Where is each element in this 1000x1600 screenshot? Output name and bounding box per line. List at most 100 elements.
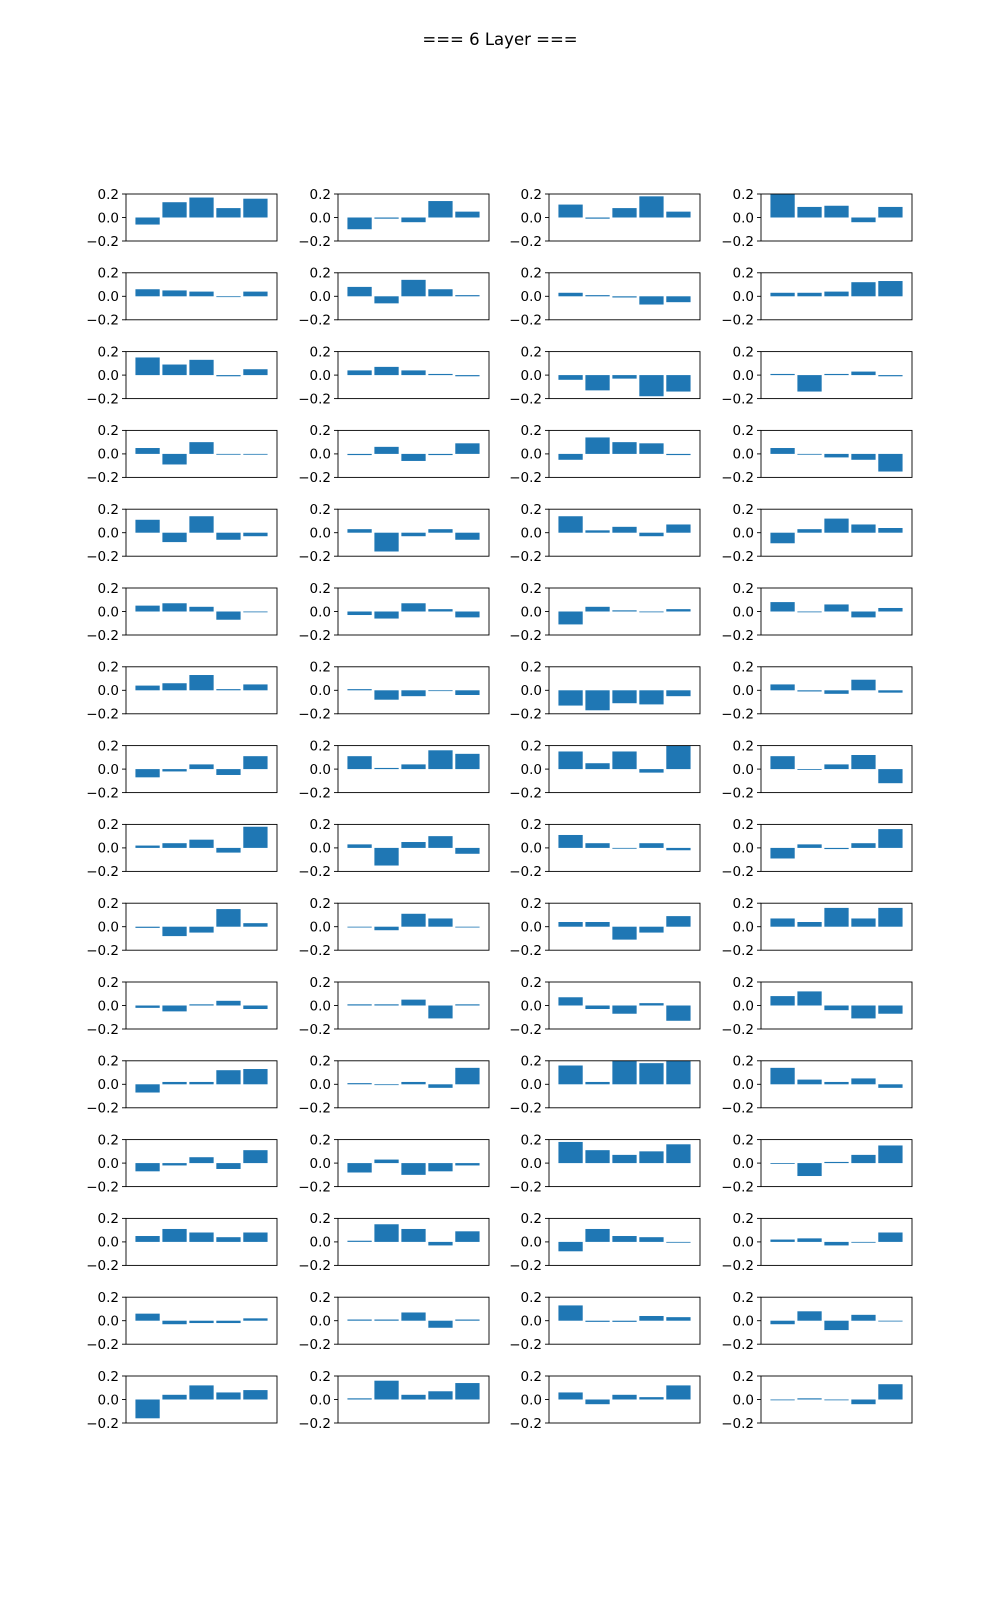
bar xyxy=(428,836,453,848)
bar xyxy=(878,1005,903,1014)
bar xyxy=(243,1005,268,1010)
bar xyxy=(851,1078,876,1085)
bar xyxy=(189,764,214,770)
bar xyxy=(585,763,610,770)
subplot-15-4: 0.2 0.0 −0.2 xyxy=(721,1290,913,1353)
subplot-6-4: 0.2 0.0 −0.2 xyxy=(721,581,913,644)
y-tick-label: 0.2 xyxy=(521,1211,542,1227)
bar xyxy=(824,1161,849,1164)
bar xyxy=(374,296,399,304)
y-tick-label: 0.0 xyxy=(98,1077,119,1093)
bar xyxy=(374,1004,399,1006)
subplot-2-3: 0.2 0.0 −0.2 xyxy=(509,266,701,329)
bar xyxy=(189,1232,214,1242)
y-tick-label: −0.2 xyxy=(86,1179,119,1195)
y-tick-label: −0.2 xyxy=(721,1416,754,1432)
y-tick-label: −0.2 xyxy=(298,1258,331,1274)
y-tick-label: 0.2 xyxy=(98,581,119,597)
bar xyxy=(666,524,691,533)
bar xyxy=(797,1079,822,1085)
bar xyxy=(401,1312,426,1321)
y-tick-label: 0.0 xyxy=(310,289,331,305)
subplot-grid: 0.2 0.0 −0.2 0.2 0.0 −0.2 0.2 0.0 −0.2 0.2 0.0 −0.2… xyxy=(86,187,913,1432)
subplot-15-2: 0.2 0.0 −0.2 xyxy=(298,1290,490,1353)
bar xyxy=(585,922,610,927)
bar xyxy=(428,1084,453,1088)
y-tick-label: −0.2 xyxy=(86,864,119,880)
y-tick-label: 0.0 xyxy=(98,1156,119,1172)
bar xyxy=(401,1228,426,1242)
y-tick-label: 0.0 xyxy=(310,762,331,778)
bar xyxy=(189,839,214,848)
y-tick-label: −0.2 xyxy=(86,1258,119,1274)
bar xyxy=(666,609,691,612)
bar xyxy=(347,756,372,770)
y-tick-label: 0.0 xyxy=(733,841,754,857)
bar xyxy=(770,684,795,691)
bar xyxy=(612,610,637,612)
y-tick-label: −0.2 xyxy=(298,1101,331,1117)
y-tick-label: 0.2 xyxy=(310,738,331,754)
y-tick-label: 0.0 xyxy=(733,604,754,620)
bar xyxy=(162,1081,187,1085)
bar xyxy=(243,756,268,770)
bar xyxy=(243,923,268,927)
bar xyxy=(374,611,399,619)
bar xyxy=(558,204,583,218)
bar xyxy=(824,1081,849,1085)
subplot-15-1: 0.2 0.0 −0.2 xyxy=(86,1290,278,1353)
y-tick-label: 0.0 xyxy=(521,1235,542,1251)
y-tick-label: 0.0 xyxy=(310,526,331,542)
y-tick-label: 0.2 xyxy=(98,266,119,282)
bar xyxy=(243,1390,268,1400)
y-tick-label: −0.2 xyxy=(509,628,542,644)
bar xyxy=(428,529,453,533)
y-tick-label: 0.2 xyxy=(733,581,754,597)
subplot-8-1: 0.2 0.0 −0.2 xyxy=(86,738,278,801)
y-tick-label: 0.0 xyxy=(733,289,754,305)
y-tick-label: −0.2 xyxy=(298,1337,331,1353)
bar xyxy=(770,756,795,770)
bar xyxy=(347,689,372,691)
bar xyxy=(243,532,268,537)
bar xyxy=(851,843,876,848)
bar xyxy=(612,208,637,218)
bar xyxy=(585,437,610,454)
y-tick-label: 0.2 xyxy=(310,581,331,597)
y-tick-label: −0.2 xyxy=(509,234,542,250)
y-tick-label: 0.2 xyxy=(521,1132,542,1148)
y-tick-label: 0.2 xyxy=(310,896,331,912)
y-tick-label: 0.0 xyxy=(310,841,331,857)
subplot-2-4: 0.2 0.0 −0.2 xyxy=(721,266,913,329)
bar xyxy=(824,453,849,458)
subplot-2-2: 0.2 0.0 −0.2 xyxy=(298,266,490,329)
bar xyxy=(347,453,372,456)
subplot-14-4: 0.2 0.0 −0.2 xyxy=(721,1211,913,1274)
bar xyxy=(851,1154,876,1164)
bar xyxy=(401,532,426,537)
bar xyxy=(585,843,610,848)
y-tick-label: 0.0 xyxy=(98,447,119,463)
bar xyxy=(797,292,822,297)
bar xyxy=(878,1232,903,1242)
y-tick-label: 0.2 xyxy=(521,502,542,518)
bar xyxy=(401,1081,426,1085)
bar xyxy=(243,198,268,218)
y-tick-label: 0.2 xyxy=(733,896,754,912)
bar xyxy=(878,690,903,693)
bar xyxy=(455,1004,480,1006)
bar xyxy=(797,690,822,692)
y-tick-label: −0.2 xyxy=(86,391,119,407)
bar xyxy=(189,675,214,691)
y-tick-label: 0.2 xyxy=(310,1132,331,1148)
bar xyxy=(135,926,160,928)
bar xyxy=(401,217,426,223)
y-tick-label: −0.2 xyxy=(721,313,754,329)
bar xyxy=(878,769,903,784)
bar xyxy=(243,369,268,376)
y-tick-label: −0.2 xyxy=(721,549,754,565)
subplot-11-3: 0.2 0.0 −0.2 xyxy=(509,975,701,1038)
subplot-7-1: 0.2 0.0 −0.2 xyxy=(86,660,278,723)
bar xyxy=(135,845,160,848)
